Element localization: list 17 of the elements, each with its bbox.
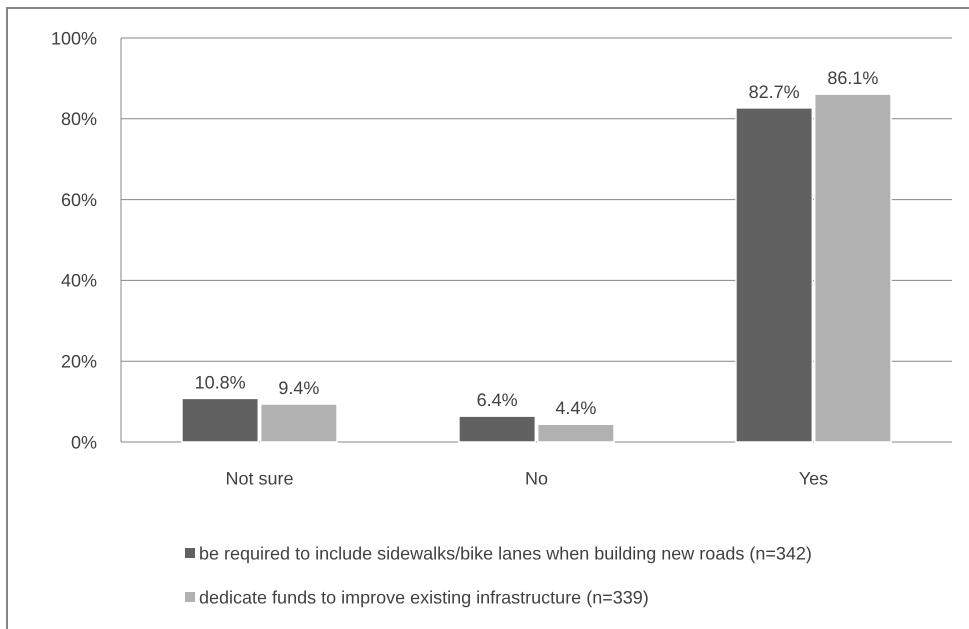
y-tick-label: 40% bbox=[60, 270, 97, 291]
data-label: 82.7% bbox=[748, 82, 800, 102]
x-tick-label: Not sure bbox=[225, 468, 294, 488]
x-tick-label: Yes bbox=[798, 468, 828, 488]
data-label: 86.1% bbox=[827, 68, 878, 88]
data-label: 4.4% bbox=[555, 398, 596, 418]
data-label: 6.4% bbox=[476, 390, 518, 410]
y-tick-label: 80% bbox=[60, 109, 97, 130]
x-tick-label: No bbox=[524, 468, 548, 488]
y-tick-label: 60% bbox=[60, 190, 97, 210]
data-label: 9.4% bbox=[278, 378, 320, 398]
y-tick-label: 20% bbox=[60, 352, 97, 372]
y-tick-label: 0% bbox=[70, 432, 97, 452]
legend-label: dedicate funds to improve existing infrastructure (n=339) bbox=[199, 587, 649, 608]
legend-label: be required to include sidewalks/bike lanes when building new roads (n=342) bbox=[199, 543, 812, 564]
data-label: 10.8% bbox=[194, 372, 246, 392]
y-tick-label: 100% bbox=[50, 28, 97, 48]
